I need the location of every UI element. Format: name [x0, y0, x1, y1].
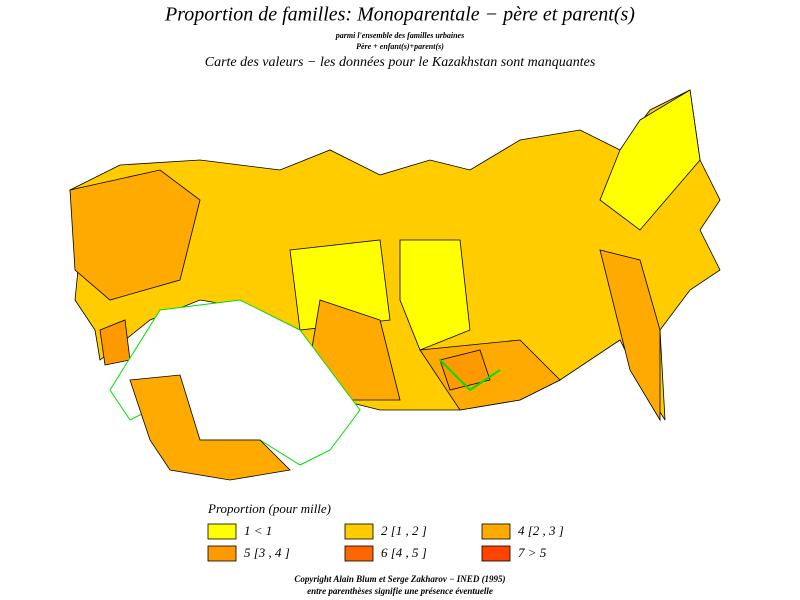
legend-label: 4 [2 , 3 ] — [518, 523, 564, 538]
lake — [439, 359, 501, 392]
note: entre parenthèses signifie une présence … — [307, 586, 493, 596]
legend-label: 2 [1 , 2 ] — [381, 523, 427, 538]
legend-label: 1 < 1 — [244, 523, 272, 538]
legend-swatch — [207, 523, 237, 540]
legend-label: 7 > 5 — [518, 545, 547, 560]
legend-title: Proportion (pour mille) — [207, 501, 331, 516]
region — [289, 239, 391, 331]
region — [129, 374, 291, 481]
legend: 1 < 1 2 [1 , 2 ] 4 [2 , 3 ] 5 [3 , 4 ] 6 [4 … — [207, 523, 564, 562]
region — [439, 349, 491, 391]
title: Proportion de familles: Monoparentale − … — [164, 4, 635, 26]
map — [69, 89, 721, 481]
region — [69, 169, 201, 301]
legend-label: 6 [4 , 5 ] — [381, 545, 427, 560]
copyright: Copyright Alain Blum et Serge Zakharov −… — [294, 574, 505, 584]
subtitle: Carte des valeurs − les données pour le … — [205, 55, 596, 70]
legend-swatch — [481, 545, 511, 562]
region — [599, 89, 701, 231]
legend-label: 5 [3 , 4 ] — [244, 545, 290, 560]
legend-swatch — [207, 545, 237, 562]
region — [599, 249, 661, 422]
subtitle: Père + enfant(s)+parent(s) — [356, 42, 444, 51]
legend-swatch — [481, 523, 511, 540]
region — [399, 239, 471, 351]
legend-swatch — [344, 523, 374, 540]
legend-swatch — [344, 545, 374, 562]
subtitle: parmi l'ensemble des familles urbaines — [335, 31, 464, 40]
